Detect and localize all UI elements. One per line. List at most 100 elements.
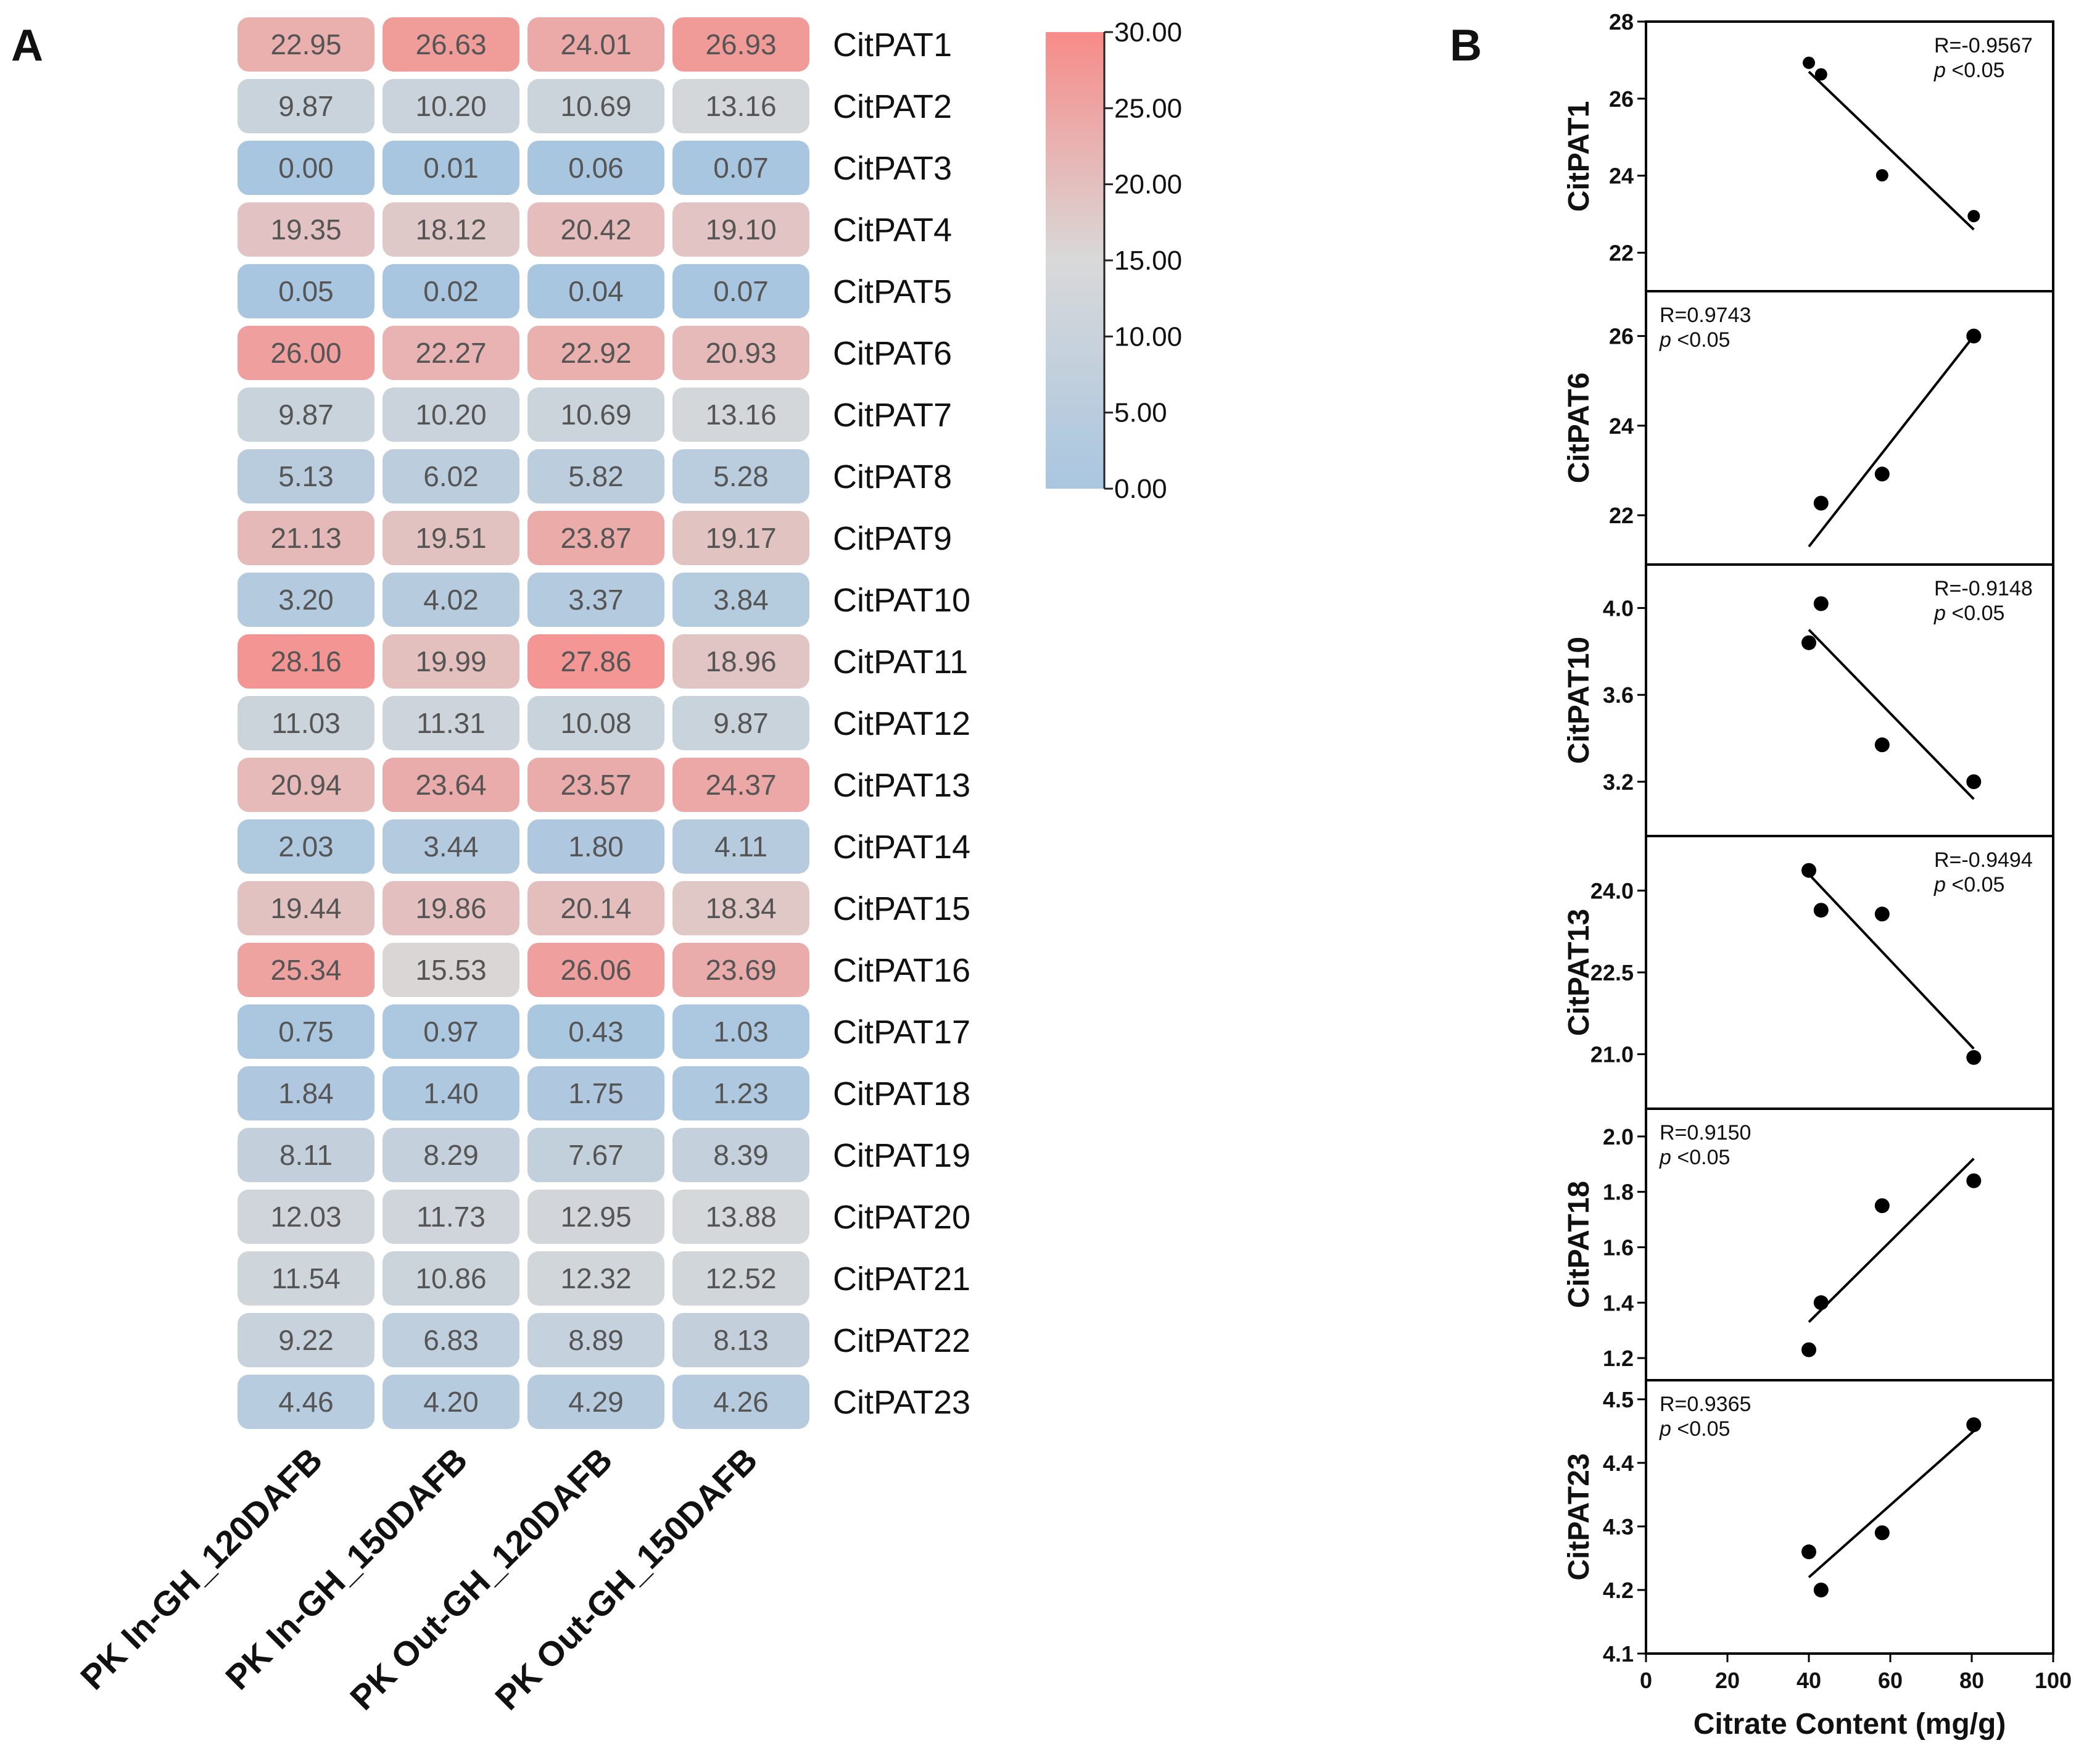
y-tick-label: 3.6	[1603, 682, 1634, 708]
heatmap-cell	[527, 17, 664, 72]
heatmap-cell	[383, 1004, 519, 1059]
heatmap-row-label: CitPAT10	[833, 582, 970, 619]
heatmap-cell	[238, 511, 374, 565]
y-tick-label: 4.5	[1603, 1387, 1634, 1412]
heatmap-cell-value: 9.87	[278, 399, 334, 431]
y-axis-label: CitPAT1	[1563, 101, 1595, 212]
panel-a-label: A	[11, 21, 43, 70]
heatmap-cell	[238, 387, 374, 442]
heatmap-cell-value: 19.99	[415, 645, 486, 677]
p-value-label: p <0.05	[1933, 59, 2004, 82]
heatmap-cell-value: 7.67	[568, 1139, 624, 1171]
x-tick-label: 40	[1797, 1668, 1821, 1693]
heatmap-cell	[527, 264, 664, 318]
heatmap-cell-value: 0.07	[713, 152, 769, 184]
heatmap-cell	[383, 943, 519, 997]
heatmap-column-label: PK In-GH_150DAFB	[218, 1440, 474, 1697]
fit-line	[1808, 1430, 1975, 1578]
heatmap-cell-value: 19.10	[705, 213, 776, 246]
heatmap-cell	[383, 1313, 519, 1367]
heatmap-cell-value: 19.17	[705, 522, 776, 554]
correlation-r-value: R=-0.9567	[1934, 34, 2033, 57]
heatmap-cell	[672, 1128, 809, 1182]
heatmap-column-label: PK In-GH_120DAFB	[73, 1440, 329, 1697]
heatmap-cell-value: 20.93	[705, 337, 776, 369]
heatmap-cell	[383, 264, 519, 318]
y-tick-label: 2.0	[1603, 1124, 1634, 1149]
heatmap-cell-value: 26.93	[705, 28, 776, 60]
data-point	[1801, 635, 1816, 650]
p-threshold: <0.05	[1671, 1146, 1730, 1169]
heatmap-cell	[238, 17, 374, 72]
heatmap-cell	[527, 634, 664, 689]
heatmap-cell-value: 1.40	[423, 1077, 479, 1109]
heatmap-cell	[238, 449, 374, 503]
p-value-label: p <0.05	[1659, 328, 1730, 352]
y-tick-label: 3.2	[1603, 769, 1634, 795]
heatmap-cell	[383, 202, 519, 257]
heatmap-cell-value: 27.86	[560, 645, 631, 677]
p-value-label: p <0.05	[1933, 602, 2004, 625]
p-symbol: p	[1933, 59, 1946, 82]
colorbar-tick-label: 0.00	[1114, 474, 1167, 504]
heatmap-cell	[527, 943, 664, 997]
heatmap-cell-value: 0.02	[423, 275, 479, 307]
heatmap-cell	[383, 387, 519, 442]
data-point	[1803, 56, 1815, 69]
heatmap-row-label: CitPAT15	[833, 890, 970, 927]
heatmap-row-label: CitPAT13	[833, 767, 970, 804]
heatmap-cell	[527, 1375, 664, 1429]
data-point	[1874, 466, 1890, 482]
data-point	[1814, 68, 1827, 81]
y-tick-label: 24	[1609, 164, 1634, 189]
heatmap-cell	[672, 573, 809, 627]
heatmap-row-label: CitPAT18	[833, 1075, 970, 1112]
heatmap-cell	[672, 141, 809, 195]
heatmap-row-label: CitPAT23	[833, 1384, 970, 1421]
p-value-label: p <0.05	[1659, 1146, 1730, 1169]
p-value-label: p <0.05	[1933, 873, 2004, 896]
data-point	[1966, 774, 1982, 789]
panel-b-label: B	[1450, 21, 1482, 70]
heatmap-cell-value: 1.80	[568, 830, 624, 863]
y-tick-label: 22	[1609, 241, 1634, 266]
heatmap-row-label: CitPAT22	[833, 1322, 970, 1359]
heatmap-cell	[383, 79, 519, 133]
heatmap-cell	[527, 573, 664, 627]
heatmap-cell	[527, 696, 664, 750]
y-tick-label: 26	[1609, 86, 1634, 112]
heatmap-row-label: CitPAT16	[833, 952, 970, 989]
heatmap-cell-value: 13.88	[705, 1201, 776, 1233]
y-tick-label: 1.6	[1603, 1235, 1634, 1260]
heatmap-cell	[527, 1251, 664, 1306]
heatmap-cell-value: 23.69	[705, 954, 776, 986]
y-tick-label: 28	[1609, 9, 1634, 35]
heatmap-cell-value: 11.03	[271, 707, 341, 739]
heatmap-cell-value: 0.07	[713, 275, 769, 307]
heatmap-cell	[527, 202, 664, 257]
heatmap-cell-value: 12.32	[560, 1262, 631, 1294]
heatmap-cell-value: 10.69	[560, 399, 631, 431]
heatmap-row-label: CitPAT20	[833, 1199, 970, 1236]
y-tick-label: 4.2	[1603, 1578, 1634, 1603]
heatmap-cell	[383, 696, 519, 750]
heatmap-cell	[383, 17, 519, 72]
heatmap-cell	[383, 1251, 519, 1306]
heatmap-cell-value: 6.83	[423, 1324, 479, 1356]
heatmap-cell	[238, 881, 374, 935]
heatmap-cell	[527, 1190, 664, 1244]
y-tick-label: 4.4	[1603, 1451, 1634, 1476]
heatmap-cell-value: 15.53	[415, 954, 486, 986]
heatmap-cell	[238, 79, 374, 133]
y-tick-label: 1.4	[1603, 1290, 1634, 1315]
y-tick-label: 22.5	[1590, 960, 1634, 985]
heatmap-cell-value: 26.06	[560, 954, 631, 986]
heatmap-row-label: CitPAT17	[833, 1014, 970, 1051]
data-point	[1801, 1342, 1816, 1357]
heatmap-cell	[527, 511, 664, 565]
heatmap-row-label: CitPAT12	[833, 705, 970, 742]
heatmap-cell-value: 4.11	[714, 830, 767, 863]
heatmap-cell	[238, 1375, 374, 1429]
heatmap-cell	[672, 758, 809, 812]
